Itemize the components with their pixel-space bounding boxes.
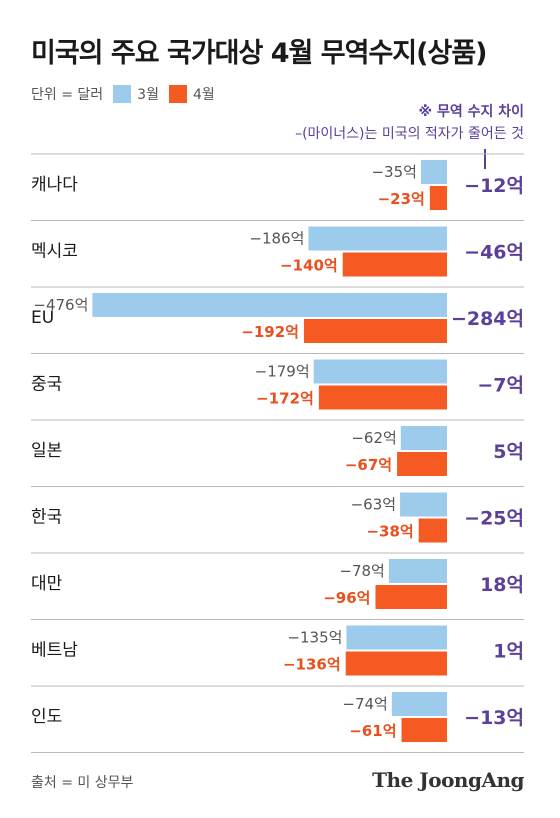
difference-label: 1억: [493, 641, 524, 663]
legend-label-march: 3월: [137, 87, 159, 103]
note-title: ※ 무역 수지 차이: [418, 104, 524, 120]
chart-title: 미국의 주요 국가대상 4월 무역수지(상품): [31, 38, 488, 69]
difference-label: 18억: [480, 574, 524, 596]
value-label-april: −172억: [256, 390, 314, 408]
difference-label: 5억: [493, 441, 524, 463]
bar-march: [391, 692, 447, 716]
bar-march: [92, 293, 447, 317]
category-label: 인도: [31, 707, 62, 727]
bar-april: [397, 452, 447, 476]
source-note: 출처 = 미 상무부: [31, 775, 134, 791]
value-label-march: −74억: [342, 695, 387, 713]
publisher-logo: The JoongAng: [372, 768, 524, 792]
category-label: 한국: [31, 508, 62, 528]
note-tick: [484, 149, 486, 169]
difference-label: −13억: [464, 707, 524, 729]
legend-label-april: 4월: [192, 87, 215, 103]
bar-april: [345, 651, 447, 676]
value-label-april: −67억: [345, 456, 392, 474]
difference-label: −7억: [477, 375, 524, 397]
unit-label: 단위 = 달러: [31, 87, 104, 103]
bar-april: [429, 186, 447, 210]
value-label-march: −63억: [351, 496, 396, 514]
category-label: 대만: [31, 574, 63, 594]
bar-april: [318, 385, 447, 410]
bar-march: [313, 359, 447, 384]
value-label-april: −96억: [323, 589, 370, 607]
legend-swatch-april: [168, 85, 187, 103]
category-label: EU: [31, 308, 54, 328]
category-label: 멕시코: [31, 242, 78, 262]
value-label-march: −62억: [351, 429, 396, 447]
bar-march: [388, 559, 447, 583]
value-label-march: −186억: [249, 230, 304, 248]
difference-label: −46억: [464, 242, 524, 264]
legend: 단위 = 달러 3월 4월: [31, 84, 215, 104]
difference-label: −284억: [451, 308, 524, 330]
value-label-april: −38억: [366, 523, 413, 541]
bar-april: [401, 718, 447, 742]
category-label: 캐나다: [31, 175, 78, 195]
bar-march: [308, 226, 447, 251]
bar-march: [400, 426, 447, 450]
value-label-march: −35억: [371, 163, 416, 181]
value-label-april: −140억: [280, 257, 338, 275]
value-label-april: −23억: [378, 190, 425, 208]
bar-april: [303, 319, 447, 343]
value-label-april: −136억: [283, 656, 341, 674]
value-label-april: −192억: [241, 323, 299, 341]
value-label-march: −78억: [339, 562, 384, 580]
note-text: –(마이너스)는 미국의 적자가 줄어든 것: [295, 126, 524, 142]
bar-march: [400, 492, 447, 517]
category-label: 중국: [31, 375, 62, 395]
bar-march: [420, 160, 447, 184]
bar-april: [342, 252, 447, 277]
category-label: 베트남: [31, 641, 78, 661]
difference-label: −12억: [464, 175, 524, 197]
value-label-march: −179억: [255, 363, 310, 381]
value-label-march: −476억: [33, 296, 88, 314]
category-label: 일본: [31, 441, 62, 461]
bar-march: [346, 625, 447, 650]
bar-april: [418, 518, 447, 543]
value-label-april: −61억: [349, 722, 396, 740]
difference-label: −25억: [464, 508, 524, 530]
bar-april: [375, 585, 447, 609]
legend-swatch-march: [113, 85, 132, 103]
value-label-march: −135억: [287, 629, 342, 647]
